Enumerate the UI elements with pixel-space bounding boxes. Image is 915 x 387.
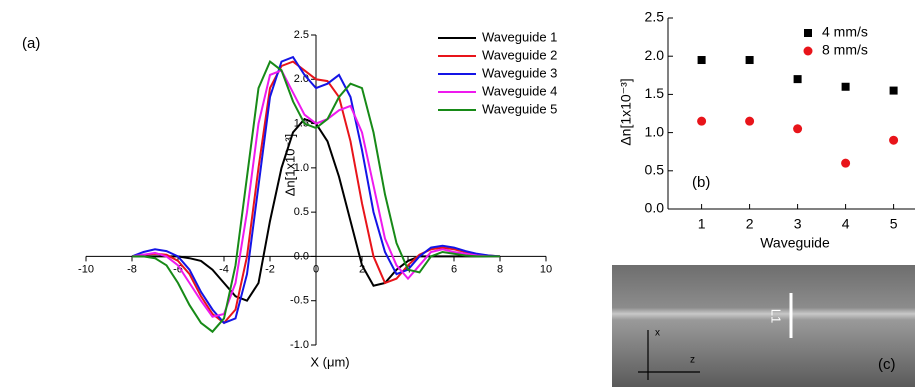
y-tick-label: 1.0	[645, 123, 665, 139]
x-axis-label: Waveguide	[760, 235, 830, 251]
y-tick-label: 0.5	[645, 162, 665, 178]
micrograph	[612, 265, 915, 387]
data-point	[842, 83, 850, 91]
data-point	[793, 124, 802, 133]
legend-label: 8 mm/s	[822, 42, 868, 58]
y-tick-label: 0.0	[645, 200, 665, 216]
x-tick-label: 3	[794, 216, 802, 232]
x-tick-label: -2	[265, 263, 275, 275]
y-tick-label: 2.5	[294, 29, 309, 41]
legend-marker	[804, 29, 812, 37]
y-tick-label: -0.5	[290, 295, 309, 307]
legend-label: 4 mm/s	[822, 24, 868, 40]
x-tick-label: -4	[219, 263, 229, 275]
x-tick-label: 2	[746, 216, 754, 232]
legend-marker	[804, 47, 813, 56]
legend-label: Waveguide 4	[482, 83, 557, 98]
data-point	[889, 136, 898, 145]
data-point	[841, 159, 850, 168]
data-point	[794, 75, 802, 83]
x-tick-label: 5	[890, 216, 898, 232]
marker-label: L1	[769, 309, 784, 323]
x-tick-label: 6	[451, 263, 457, 275]
panel-label: (a)	[22, 35, 40, 52]
data-point	[697, 117, 706, 126]
legend-label: Waveguide 1	[482, 29, 557, 44]
x-tick-label: 0	[313, 263, 319, 275]
data-point	[745, 117, 754, 126]
x-tick-label: -8	[127, 263, 137, 275]
data-point	[746, 56, 754, 64]
x-axis-label: X (μm)	[310, 354, 349, 369]
y-tick-label: 2.0	[645, 47, 665, 63]
y-tick-label: 1.5	[645, 85, 665, 101]
x-tick-label: 10	[540, 263, 552, 275]
x-tick-label: 8	[497, 263, 503, 275]
panel-b: 1 2 3 4 5 0.0 0.5 1.0 1.5 2.0 2.5 Waveguide Δn[1x10⁻…	[618, 9, 915, 251]
panel-label: (b)	[692, 174, 710, 191]
x-tick-label: -10	[78, 263, 94, 275]
y-tick-label: -1.0	[290, 339, 309, 351]
image-panel: L1 x z (c)	[612, 265, 915, 387]
axis-label: x	[655, 328, 660, 339]
y-tick-label: 0.0	[294, 250, 309, 262]
axis-label: z	[690, 355, 695, 366]
data-point	[890, 87, 898, 95]
data-point	[698, 56, 706, 64]
x-tick-label: 4	[842, 216, 850, 232]
x-tick-label: 1	[698, 216, 706, 232]
legend-label: Waveguide 3	[482, 65, 557, 80]
y-tick-label: 2.0	[294, 73, 309, 85]
figure: L1 x z (c) (a)-10-8-6-4-20246810-1.0-0.5…	[0, 0, 915, 387]
y-axis-label: Δn[1x10⁻³]	[618, 78, 634, 145]
y-tick-label: 2.5	[645, 9, 665, 25]
panel-label: (c)	[878, 356, 896, 373]
legend-label: Waveguide 2	[482, 47, 557, 62]
legend-label: Waveguide 5	[482, 101, 557, 116]
y-tick-label: 0.5	[294, 206, 309, 218]
